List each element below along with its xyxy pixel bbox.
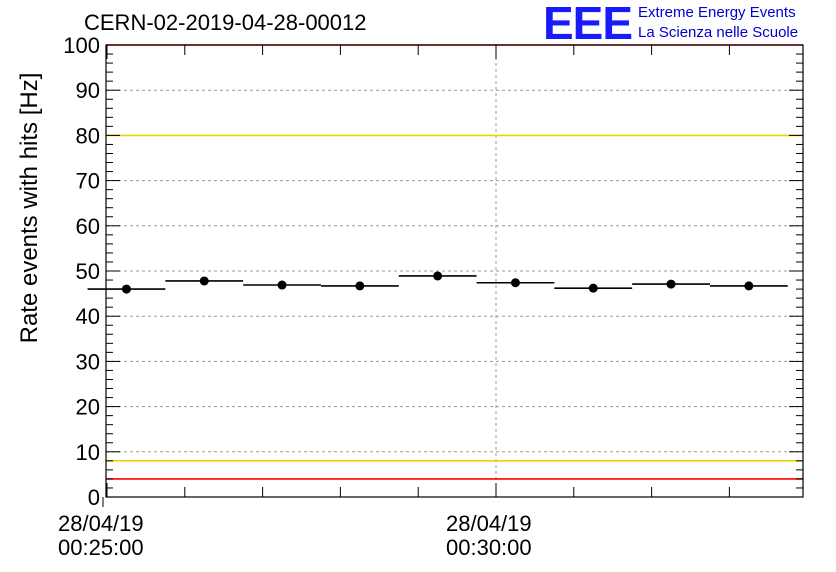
eee-logo: EEE <box>543 0 633 49</box>
data-point-3 <box>355 281 365 291</box>
y-tick-label-8: 80 <box>76 123 100 148</box>
data-point-2 <box>277 280 287 290</box>
data-point-5 <box>510 278 520 288</box>
chart-title: CERN-02-2019-04-28-00012 <box>84 10 367 35</box>
y-tick-label-4: 40 <box>76 304 100 329</box>
y-tick-label-9: 90 <box>76 78 100 103</box>
x-tick-label-0: 28/04/19 00:25:00 <box>58 512 144 560</box>
x-tick-time-1: 00:30:00 <box>446 535 532 560</box>
data-point-1 <box>199 276 209 286</box>
x-tick-date-0: 28/04/19 <box>58 511 144 536</box>
y-tick-label-2: 20 <box>76 395 100 420</box>
data-point-6 <box>588 283 598 293</box>
y-tick-label-5: 50 <box>76 259 100 284</box>
y-tick-label-0: 0 <box>88 485 100 510</box>
y-tick-label-3: 30 <box>76 349 100 374</box>
x-tick-time-0: 00:25:00 <box>58 535 144 560</box>
data-point-0 <box>121 284 131 294</box>
logo-line-1: Extreme Energy Events <box>638 4 796 21</box>
logo-line-2: La Scienza nelle Scuole <box>638 24 799 41</box>
data-point-7 <box>666 279 676 289</box>
y-tick-label-10: 100 <box>63 33 100 58</box>
x-tick-label-1: 28/04/19 00:30:00 <box>446 512 532 560</box>
y-axis-label: Rate events with hits [Hz] <box>16 72 43 344</box>
y-tick-label-1: 10 <box>76 440 100 465</box>
y-tick-label-6: 60 <box>76 214 100 239</box>
y-tick-label-7: 70 <box>76 169 100 194</box>
data-point-4 <box>433 271 443 281</box>
data-point-8 <box>744 281 754 291</box>
x-tick-date-1: 28/04/19 <box>446 511 532 536</box>
